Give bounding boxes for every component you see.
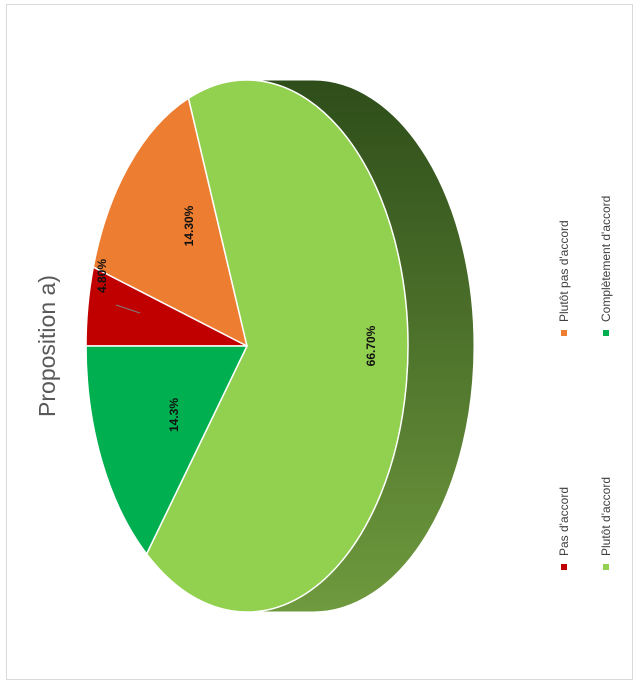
pie-slice-plutot-pas-d-accord	[92, 96, 249, 348]
slice-label-plutot-pas-d-accord: 14.30%	[182, 205, 196, 246]
legend-label: Complètement d'accord	[599, 196, 613, 322]
legend-label: Plutôt pas d'accord	[557, 220, 571, 322]
leader-line	[115, 304, 141, 314]
pie-slice-completement-d-accord	[85, 345, 249, 556]
legend-swatch	[603, 330, 609, 336]
legend-item-pas-d-accord: Pas d'accord	[557, 487, 571, 570]
legend-swatch	[603, 564, 609, 570]
chart-title: Proposition a)	[34, 275, 60, 417]
slice-label-plutot-d-accord: 66.70%	[364, 325, 378, 366]
legend-item-plutot-d-accord: Plutôt d'accord	[599, 477, 613, 570]
pie-slice-plutot-d-accord	[145, 79, 409, 613]
legend-label: Pas d'accord	[557, 487, 571, 556]
pie-slices	[85, 79, 409, 613]
legend-item-plutot-pas-d-accord: Plutôt pas d'accord	[557, 220, 571, 336]
legend-swatch	[561, 564, 567, 570]
slice-label-completement-d-accord: 14.3%	[167, 398, 181, 432]
slice-label-pas-d-accord: 4.80%	[95, 259, 109, 293]
legend-label: Plutôt d'accord	[599, 477, 613, 556]
legend-item-completement-d-accord: Complètement d'accord	[599, 196, 613, 336]
legend-swatch	[561, 330, 567, 336]
legend: Pas d'accord Plutôt d'accord Plutôt pas …	[557, 196, 613, 570]
